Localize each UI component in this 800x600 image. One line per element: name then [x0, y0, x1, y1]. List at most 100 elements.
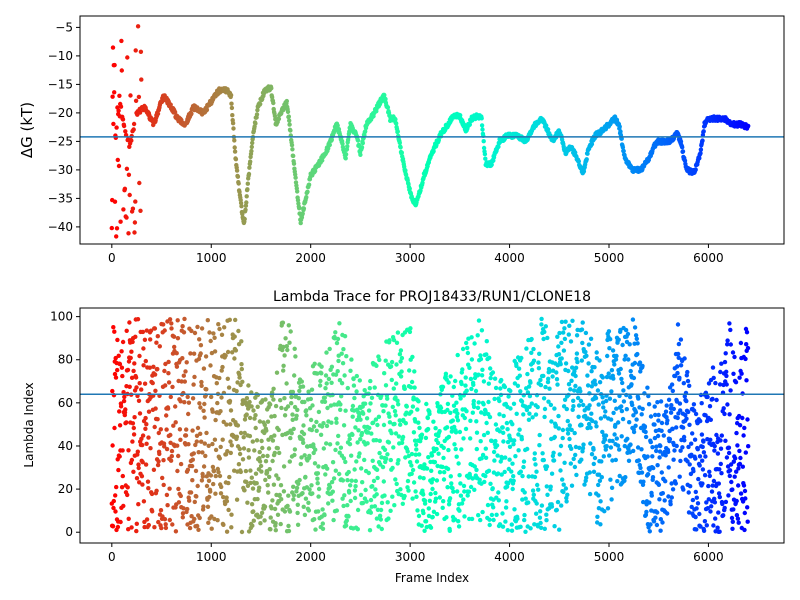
lambda-point — [723, 499, 729, 505]
lambda-point — [119, 349, 124, 354]
lambda-point — [209, 394, 214, 400]
lambda-point — [608, 417, 614, 422]
lambda-point — [124, 328, 129, 333]
lambda-point — [421, 476, 426, 481]
lambda-point — [291, 426, 296, 432]
lambda-point — [188, 351, 193, 356]
lambda-point — [726, 493, 731, 498]
lambda-point — [370, 484, 375, 489]
lambda-point — [287, 509, 293, 514]
lambda-point — [272, 413, 277, 419]
delta-g-point — [249, 144, 254, 150]
delta-g-point — [295, 198, 301, 203]
lambda-point — [714, 432, 719, 438]
lambda-point — [717, 467, 722, 472]
delta-g-y-tick-label: −10 — [48, 49, 73, 63]
lambda-point — [471, 398, 476, 404]
lambda-point — [175, 468, 180, 474]
lambda-point — [131, 469, 136, 474]
lambda-point — [292, 447, 298, 452]
lambda-point — [119, 485, 125, 490]
lambda-point — [324, 350, 329, 355]
lambda-point — [601, 454, 606, 459]
lambda-point — [521, 412, 526, 417]
lambda-point — [242, 417, 248, 422]
lambda-point — [143, 426, 148, 431]
lambda-point — [532, 451, 537, 456]
lambda-point — [426, 506, 431, 511]
lambda-point — [556, 426, 561, 431]
lambda-point — [478, 517, 483, 523]
lambda-point — [161, 458, 166, 463]
lambda-point — [189, 463, 195, 469]
lambda-point — [379, 500, 385, 506]
lambda-point — [180, 324, 185, 329]
lambda-point — [479, 328, 485, 333]
lambda-point — [282, 509, 288, 514]
delta-g-y-tick-label: −35 — [48, 191, 73, 205]
lambda-point — [306, 508, 312, 513]
lambda-point — [353, 425, 358, 430]
delta-g-point — [479, 123, 485, 128]
lambda-point — [174, 351, 179, 356]
lambda-point — [112, 329, 117, 334]
lambda-point — [597, 380, 603, 385]
lambda-point — [166, 359, 171, 365]
lambda-point — [331, 476, 337, 481]
lambda-point — [597, 478, 603, 483]
lambda-point — [596, 402, 601, 407]
lambda-point — [200, 474, 206, 479]
lambda-point — [392, 409, 398, 414]
lambda-point — [561, 330, 566, 335]
lambda-point — [677, 474, 682, 479]
lambda-point — [180, 356, 185, 361]
lambda-point — [566, 332, 571, 337]
delta-g-x-tick-label: 2000 — [295, 251, 326, 265]
lambda-point — [529, 401, 534, 406]
lambda-point — [505, 528, 510, 533]
lambda-point — [508, 388, 513, 394]
lambda-point — [324, 381, 329, 386]
lambda-point — [628, 442, 633, 447]
lambda-point — [307, 487, 312, 492]
lambda-point — [390, 465, 395, 471]
lambda-point — [371, 478, 377, 484]
lambda-point — [268, 515, 273, 520]
lambda-point — [129, 375, 135, 380]
lambda-point — [559, 503, 564, 508]
lambda-point — [489, 512, 495, 518]
lambda-point — [140, 482, 145, 487]
lambda-point — [468, 376, 474, 382]
lambda-point — [705, 394, 710, 400]
lambda-point — [212, 335, 217, 340]
lambda-point — [702, 519, 708, 524]
delta-g-y-tick-label: −15 — [48, 77, 73, 91]
lambda-point — [657, 497, 662, 502]
lambda-point — [209, 526, 214, 531]
lambda-point — [218, 409, 223, 414]
lambda-point — [574, 333, 580, 338]
lambda-point — [658, 399, 664, 404]
delta-g-point — [250, 140, 255, 146]
lambda-point — [186, 400, 192, 405]
lambda-point — [556, 352, 562, 357]
lambda-point — [744, 330, 750, 335]
lambda-point — [125, 492, 130, 498]
lambda-point — [722, 505, 727, 511]
lambda-point — [140, 442, 145, 448]
lambda-point — [532, 474, 538, 480]
delta-g-point — [701, 129, 706, 134]
lambda-point — [457, 429, 463, 435]
lambda-point — [635, 351, 640, 357]
lambda-point — [242, 488, 247, 493]
lambda-point — [417, 425, 422, 431]
lambda-point — [674, 425, 679, 430]
lambda-point — [349, 478, 354, 483]
lambda-point — [358, 417, 363, 422]
lambda-point — [410, 496, 415, 501]
lambda-point — [510, 486, 515, 492]
lambda-point — [282, 413, 288, 418]
lambda-point — [137, 381, 142, 386]
lambda-point — [703, 454, 708, 459]
